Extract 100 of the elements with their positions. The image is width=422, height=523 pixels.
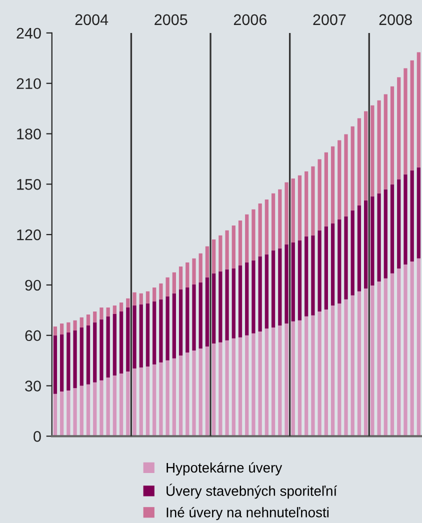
bar [60,391,64,436]
bar [126,298,130,308]
bar [284,182,288,244]
bar [172,293,176,358]
bar [410,261,414,436]
y-tick-label: 90 [25,280,41,291]
bar [370,196,374,286]
bar [152,301,156,364]
bar [112,314,117,376]
bar [330,305,335,436]
bar [192,284,196,350]
bar [100,319,104,380]
bar [304,236,308,316]
bar [245,262,249,336]
bar [357,118,362,206]
bar [73,388,77,436]
bar [186,262,190,288]
bar [298,240,302,320]
bar [159,362,163,436]
bar [264,199,269,254]
bar [318,312,322,436]
bar [198,282,202,348]
bar [232,268,236,338]
bar [278,248,282,326]
bar [252,209,256,260]
bar [304,316,308,436]
y-tick-label: 210 [16,78,41,90]
bar [304,171,308,236]
bar [291,242,295,322]
bar [225,230,229,270]
bar [311,315,315,436]
text: 2007 [313,14,346,26]
text: 2005 [154,14,188,26]
bar [397,268,401,436]
y-tick-label: 180 [17,128,41,140]
bar [338,140,342,220]
bar [66,390,70,436]
legend-label: Hypotekárne úvery [166,462,282,476]
legend-label: Iné úvery na nehnuteľnosti [166,506,328,520]
bar [264,328,269,436]
bar [172,358,176,436]
bar [350,210,354,296]
bar [410,170,414,262]
bar [284,244,288,324]
y-tick-label: 150 [17,179,41,190]
bar [364,288,368,436]
bar [324,152,328,226]
bar [397,179,401,269]
bar [258,203,262,256]
bar [166,277,170,296]
bar [350,295,354,436]
bar [384,189,388,278]
bar [377,281,381,436]
bar [86,325,90,384]
bar [205,346,210,436]
bar [264,254,269,328]
bar [80,327,84,386]
bar [318,159,322,230]
bar [357,291,362,436]
bar [86,314,90,326]
bar [364,111,368,200]
bar [112,305,117,314]
y-tick-label: 30 [25,380,41,392]
bar [311,166,315,236]
bar [330,223,335,306]
y-tick-label: 0 [34,431,41,442]
bar [252,260,256,334]
bar [232,225,236,269]
bar [119,374,124,436]
bar [212,343,216,436]
bar [397,77,401,180]
bar [370,285,374,436]
bar [53,326,58,336]
bar [218,271,222,342]
y-tick-label: 240 [16,28,41,39]
bar [271,250,276,328]
bar [106,378,110,436]
bar [298,175,302,240]
bar [146,303,150,366]
bar [344,299,348,436]
text: 2006 [234,14,266,26]
bar [93,312,97,322]
bar [416,52,421,168]
bar [384,278,388,436]
text: 2008 [379,14,412,26]
bar [53,335,58,394]
bar [93,382,97,436]
bar [139,304,143,368]
bar [298,320,302,436]
bar [66,332,70,390]
bar [416,258,421,436]
bar [139,293,143,304]
bar [291,321,295,436]
bar [404,264,408,436]
bar [390,273,394,436]
bar [106,316,110,378]
bar [364,200,368,288]
bar [146,366,150,436]
bar [132,305,136,368]
bar [318,230,322,312]
